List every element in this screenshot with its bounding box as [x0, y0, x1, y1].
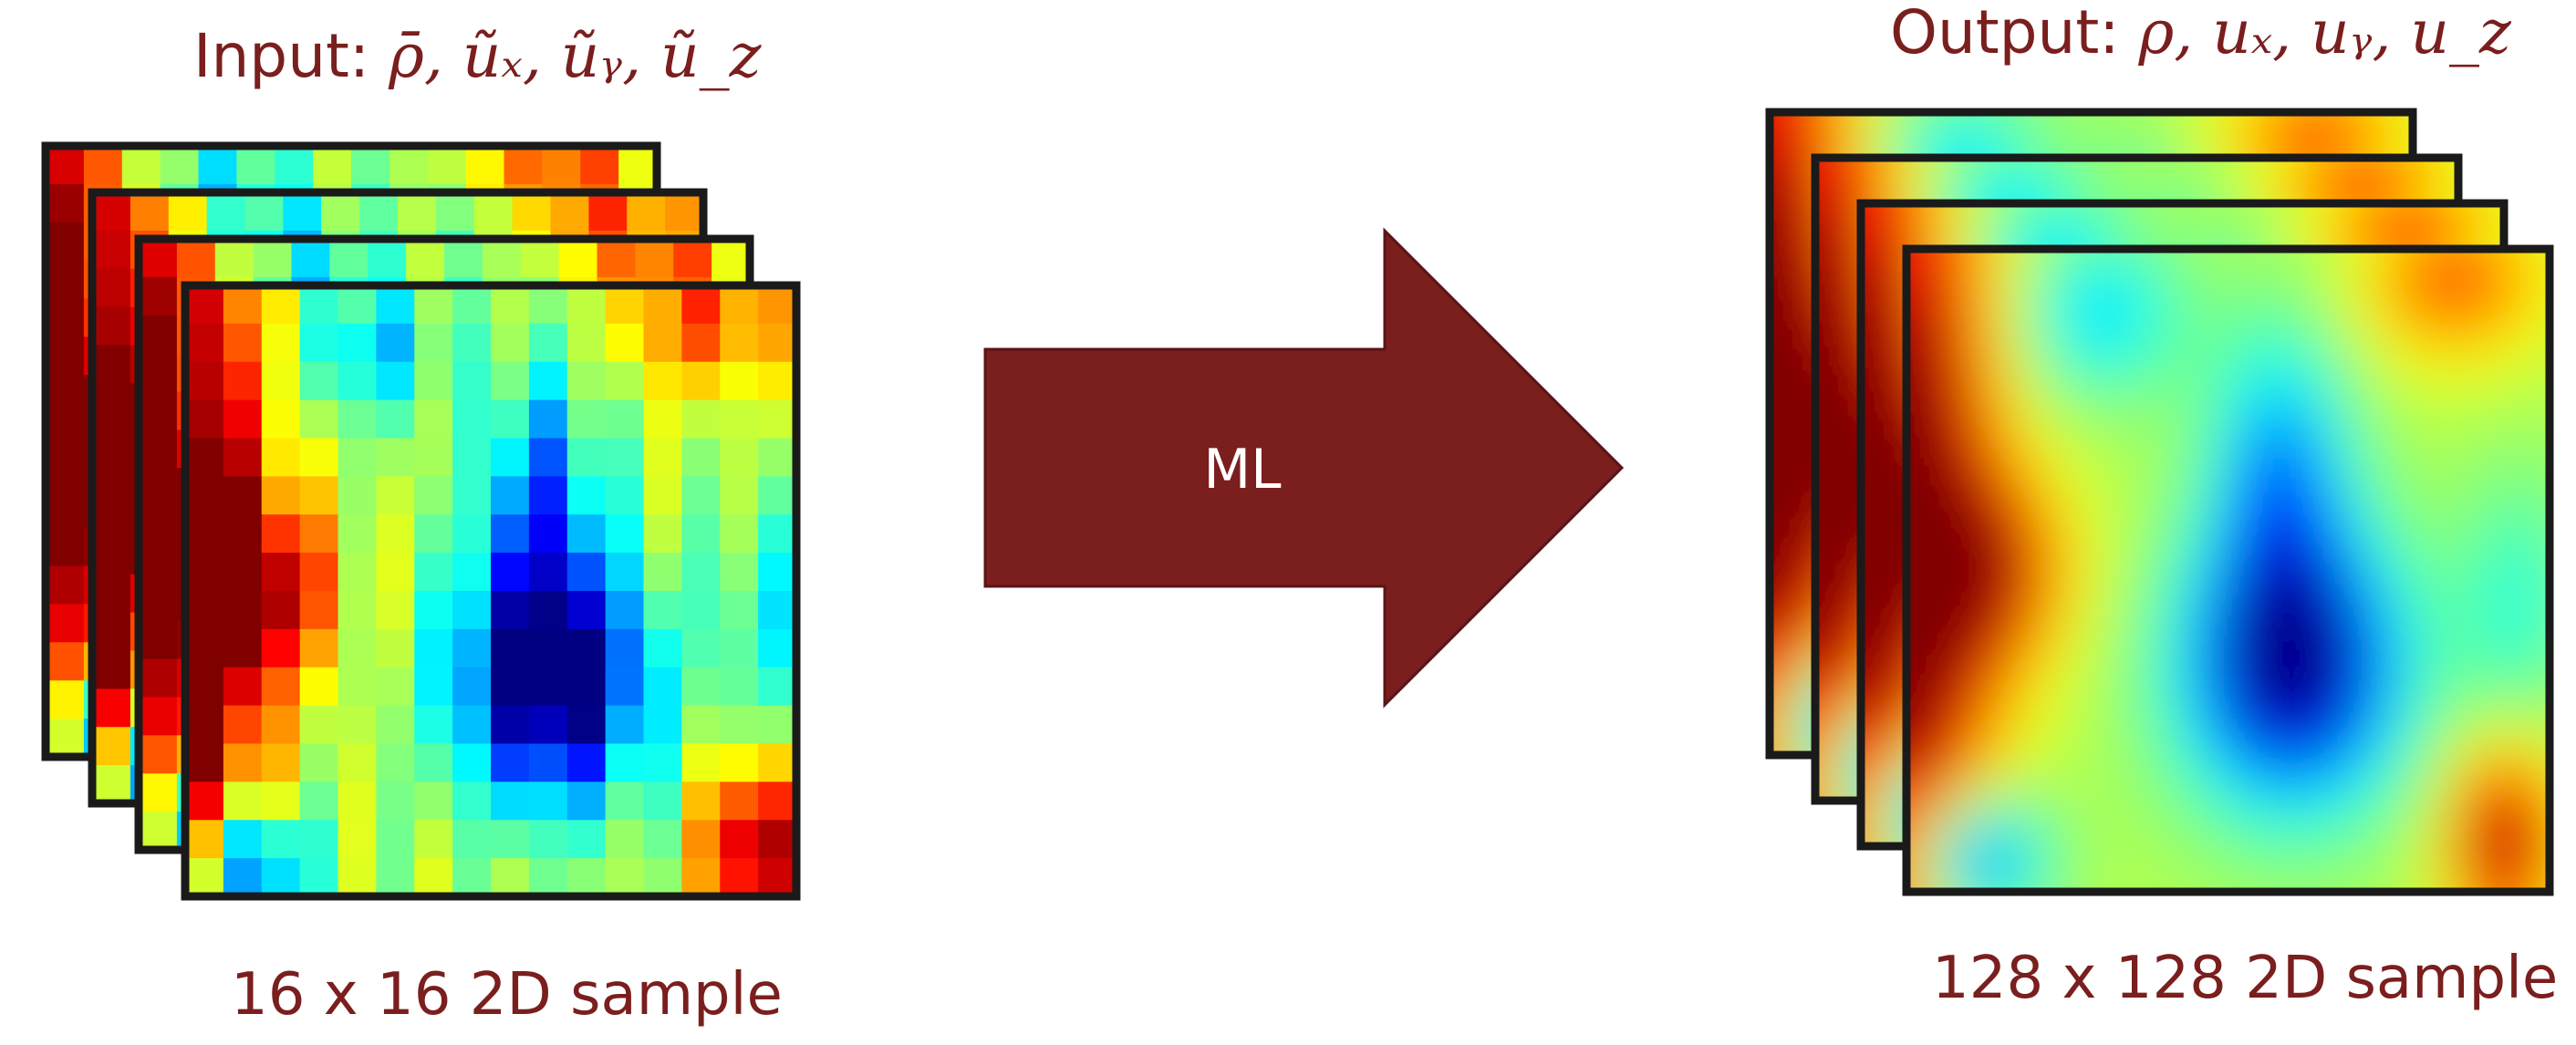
ml-arrow-label: ML: [1203, 438, 1282, 502]
input-title-vars: ρ̄, ũₓ, ũᵧ, ũ_z: [388, 21, 762, 91]
input-grid-stack: [41, 141, 801, 901]
ml-arrow-shape: [983, 227, 1625, 709]
output-title-vars: ρ, uₓ, uᵧ, u_z: [2137, 0, 2511, 67]
ml-arrow: ML: [983, 227, 1625, 709]
input-caption: 16 x 16 2D sample: [231, 961, 783, 1029]
input-layer-4: [181, 281, 801, 901]
output-layer-4: [1902, 244, 2554, 896]
output-field-stack: [1765, 108, 2554, 896]
output-title-prefix: Output:: [1890, 0, 2138, 67]
input-title-prefix: Input:: [193, 21, 389, 91]
output-caption: 128 x 128 2D sample: [1932, 945, 2558, 1012]
input-title: Input: ρ̄, ũₓ, ũᵧ, ũ_z: [193, 21, 763, 91]
output-title: Output: ρ, uₓ, uᵧ, u_z: [1890, 0, 2512, 67]
